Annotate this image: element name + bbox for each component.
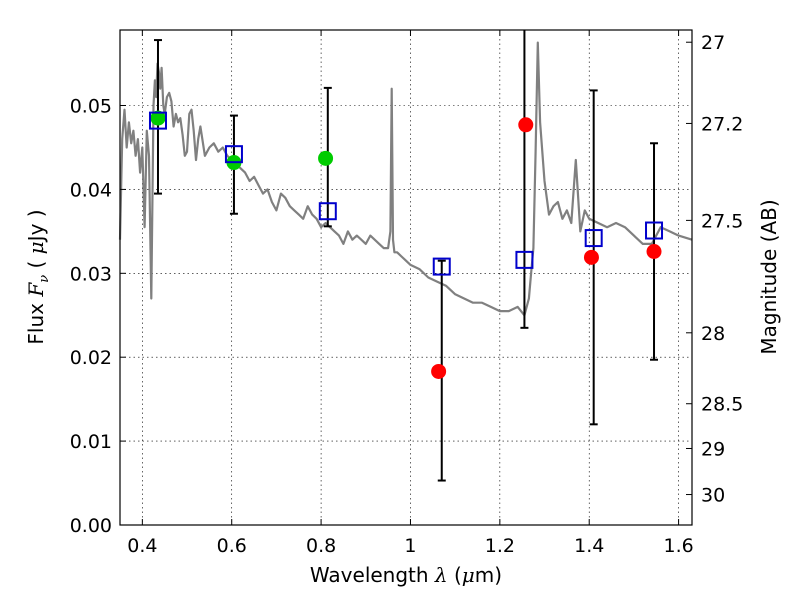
model-square (318, 202, 337, 221)
model-square (432, 257, 451, 276)
x-axis-label: Wavelength λ (μm) (310, 563, 502, 587)
mag-tick-label: 29 (701, 438, 725, 460)
green-point (318, 150, 334, 166)
green-point (150, 110, 166, 126)
mag-tick-label: 30 (701, 485, 725, 507)
y-tick-label: 0.03 (70, 263, 112, 285)
x-tick-label: 1.4 (574, 535, 604, 557)
x-tick-label: 1 (404, 535, 416, 557)
x-tick-label: 1.6 (663, 535, 693, 557)
red-point (518, 117, 534, 133)
y-tick-label: 0.02 (70, 347, 112, 369)
model-square (224, 145, 243, 164)
y-tick-label: 0.00 (70, 515, 112, 537)
red-point (431, 363, 447, 379)
model-square (148, 111, 167, 130)
spectrum-layer (118, 41, 693, 317)
model-square (645, 221, 664, 240)
mag-tick-label: 27.5 (701, 210, 743, 232)
y-axis-label: Flux Fν ( μJy ) (24, 209, 52, 344)
x-tick-label: 0.8 (306, 535, 336, 557)
x-tick-label: 0.4 (127, 535, 157, 557)
marker-layer (148, 110, 664, 379)
grid (120, 30, 692, 526)
y-tick-label: 0.01 (70, 431, 112, 453)
y-tick-label: 0.05 (70, 96, 112, 118)
model-square (584, 229, 603, 248)
red-point (646, 243, 662, 259)
mag-tick-label: 27.2 (701, 113, 743, 135)
mag-tick-label: 27 (701, 32, 725, 54)
plot-frame (119, 29, 693, 526)
model-square (515, 250, 534, 269)
mag-tick-label: 28 (701, 323, 725, 345)
errorbar-layer (153, 30, 659, 482)
magnitude-axis-label: Magnitude (AB) (757, 199, 781, 354)
red-point (583, 249, 599, 265)
x-tick-label: 1.2 (485, 535, 515, 557)
spectrum-line (118, 41, 693, 317)
mag-tick-label: 28.5 (701, 394, 743, 416)
y-tick-label: 0.04 (70, 179, 112, 201)
x-tick-label: 0.6 (217, 535, 247, 557)
tick-layer: 0.4 0.6 0.8 1 1.2 1.4 1.6 0.00 0.01 0.02 0.03 0.04 0… (70, 30, 743, 557)
